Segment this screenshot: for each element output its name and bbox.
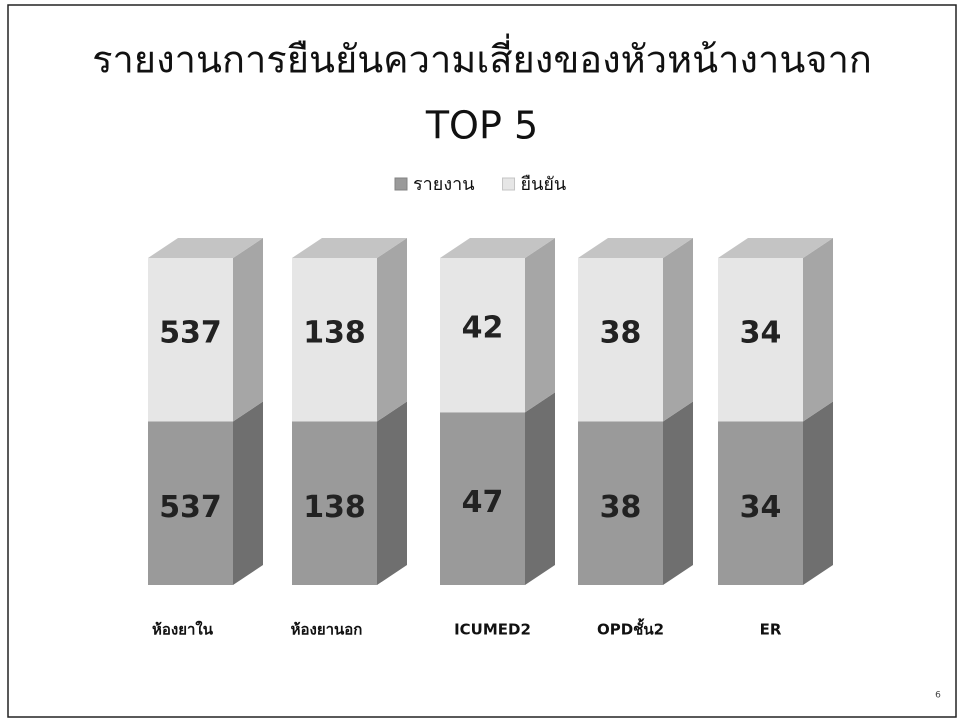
- chart-title: TOP 5: [425, 104, 538, 148]
- data-label: 38: [600, 315, 642, 350]
- bar-side: [803, 238, 833, 422]
- bar: [718, 258, 803, 422]
- bar-side: [233, 238, 263, 422]
- bar-top: [148, 238, 263, 258]
- bar: [292, 258, 377, 422]
- data-label: 47: [462, 485, 504, 520]
- bar-top: [718, 238, 833, 258]
- x-tick-label: ห้องยาใน: [152, 621, 214, 639]
- bar-side: [377, 238, 407, 422]
- bar-side: [663, 238, 693, 422]
- legend-swatch: [394, 177, 408, 191]
- data-label: 138: [303, 315, 366, 350]
- bar: [148, 421, 233, 585]
- bar: [440, 258, 525, 413]
- data-label: 34: [740, 315, 782, 350]
- data-label: 537: [159, 315, 222, 350]
- bar: [148, 258, 233, 422]
- bar-top: [578, 238, 693, 258]
- bar-side: [803, 401, 833, 585]
- bar-top: [292, 238, 407, 258]
- x-tick-label: ER: [760, 621, 782, 639]
- data-label: 537: [159, 490, 222, 525]
- legend-label: รายงาน: [413, 174, 475, 195]
- chart-title: รายงานการยืนยันความเสี่ยงของหัวหน้างานจา…: [92, 34, 872, 82]
- bar: [718, 421, 803, 585]
- data-label: 38: [600, 490, 642, 525]
- data-label: 42: [462, 311, 504, 346]
- legend-label: ยืนยัน: [521, 174, 567, 195]
- x-tick-label: ICUMED2: [454, 621, 531, 639]
- bar: [440, 412, 525, 585]
- bar-side: [663, 401, 693, 585]
- bar: [292, 421, 377, 585]
- bar: [578, 258, 663, 422]
- bar: [578, 421, 663, 585]
- data-label: 138: [303, 490, 366, 525]
- bar-side: [525, 238, 555, 413]
- bar-side: [377, 401, 407, 585]
- legend-swatch: [502, 177, 516, 191]
- bar-top: [440, 238, 555, 258]
- x-tick-label: ห้องยานอก: [291, 621, 363, 639]
- data-label: 34: [740, 490, 782, 525]
- bar-side: [525, 392, 555, 585]
- bar-side: [233, 401, 263, 585]
- x-tick-label: OPDชั้น2: [597, 618, 664, 639]
- page-number: 6: [935, 691, 941, 701]
